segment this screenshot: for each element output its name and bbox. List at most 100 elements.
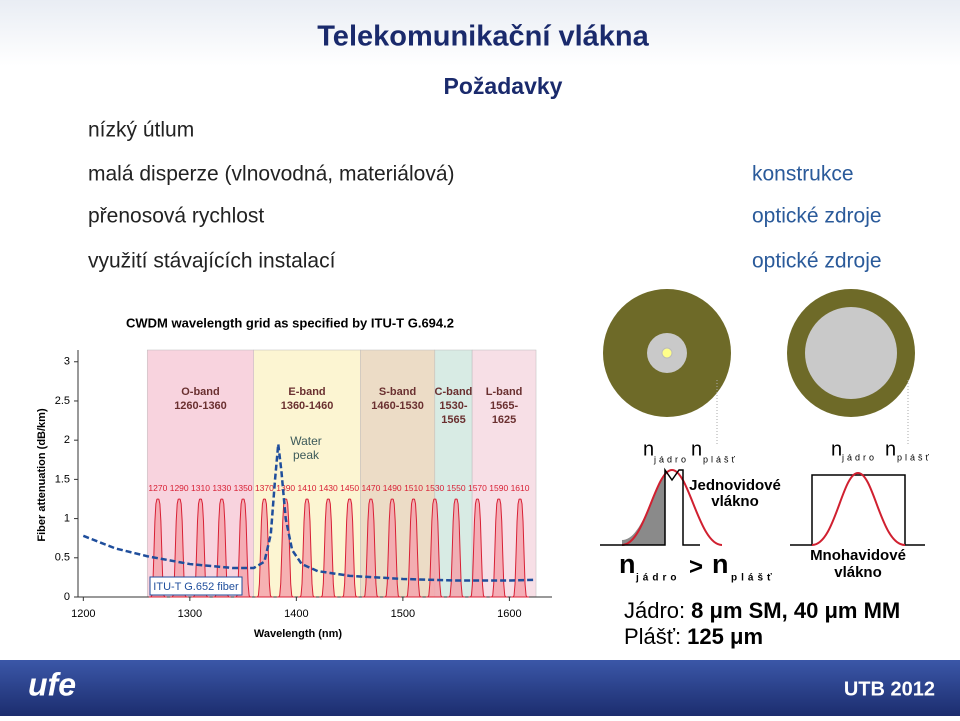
x-tick-label: 1400: [284, 608, 308, 620]
channel: [383, 498, 402, 598]
band-name: C-band: [435, 386, 473, 398]
x-tick-label: 1600: [497, 608, 521, 620]
channel-label: 1530: [425, 483, 444, 493]
n-core: n: [831, 438, 842, 460]
channel-label: 1310: [191, 483, 210, 493]
n-clad: n: [712, 549, 729, 579]
profile-fill: [622, 472, 665, 545]
y-tick-label: 0: [64, 591, 70, 603]
channel-label: 1610: [511, 483, 530, 493]
channel: [404, 498, 423, 598]
dim-label: Plášť:: [624, 624, 681, 649]
fiber-sections: [603, 289, 915, 445]
core-sub: jádro: [635, 573, 680, 584]
n-clad: n: [691, 438, 702, 460]
x-tick-label: 1300: [178, 608, 202, 620]
mode-curve: [811, 471, 906, 546]
dimension: Jádro: 8 μm SM, 40 μm MM: [624, 598, 900, 623]
step-profile: [600, 467, 723, 546]
requirement: nízký útlum: [88, 119, 194, 142]
core: [661, 347, 673, 359]
channel: [468, 498, 487, 598]
y-tick-label: 2: [64, 434, 70, 446]
channel-label: 1270: [148, 483, 167, 493]
band-range: 1360-1460: [281, 400, 334, 412]
attenuation-curve: [82, 443, 537, 582]
requirements: nízký útlum malá disperze (vlnovodná, mat…: [88, 119, 455, 273]
channel-label: 1410: [298, 483, 317, 493]
core-sub: jádro: [653, 454, 689, 464]
n-core: n: [643, 438, 654, 460]
n-clad: n: [885, 438, 896, 460]
fiber-name: vlákno: [711, 493, 759, 510]
y-tick-label: 3: [64, 356, 70, 368]
channel: [511, 498, 530, 598]
channel-label: 1590: [489, 483, 508, 493]
channel: [489, 498, 508, 598]
band-name: E-band: [288, 386, 325, 398]
factor: konstrukce: [752, 163, 854, 186]
channel: [276, 498, 295, 598]
requirement: využití stávajících instalací: [88, 250, 336, 273]
core-sub: jádro: [841, 452, 877, 462]
band: [471, 349, 537, 598]
chart-title: CWDM wavelength grid as specified by ITU…: [126, 315, 454, 330]
channel-label: 1450: [340, 483, 359, 493]
x-label: Wavelength (nm): [254, 628, 343, 640]
annotation: Water: [290, 434, 322, 448]
y-tick-label: 1.5: [55, 473, 70, 485]
channel-label: 1550: [447, 483, 466, 493]
n-core: n: [619, 549, 636, 579]
graded-profile: [790, 471, 925, 546]
channel: [447, 498, 466, 598]
cwdm-chart: CWDM wavelength grid as specified by ITU…: [36, 315, 552, 640]
dim-value: 125 μm: [687, 624, 763, 649]
fiber-name: Mnohavidové: [810, 547, 906, 564]
channel: [255, 498, 274, 598]
mode-curve: [621, 468, 723, 546]
channel-label: 1390: [276, 483, 295, 493]
band-range: 1460-1530: [371, 400, 424, 412]
footer-band: [0, 660, 960, 716]
requirement: přenosová rychlost: [88, 205, 264, 228]
y-label: Fiber attenuation (dB/km): [36, 408, 48, 542]
band-name: S-band: [379, 386, 416, 398]
subtitle: Požadavky: [444, 73, 563, 99]
fiber-name: Jednovidové: [689, 477, 781, 494]
band-range: 1565: [441, 414, 465, 426]
channel-label: 1470: [361, 483, 380, 493]
channel-label: 1430: [319, 483, 338, 493]
title: Telekomunikační vlákna: [317, 21, 649, 53]
channel-label: 1570: [468, 483, 487, 493]
x-tick-label: 1200: [71, 608, 95, 620]
y-tick-label: 2.5: [55, 395, 70, 407]
band-range: 1625: [492, 414, 516, 426]
requirement: malá disperze (vlnovodná, materiálová): [88, 163, 455, 186]
channel-label: 1350: [234, 483, 253, 493]
operator: >: [689, 553, 703, 580]
dimension: Plášť: 125 μm: [624, 624, 763, 649]
channel-label: 1330: [212, 483, 231, 493]
y-tick-label: 0.5: [55, 552, 70, 564]
channel-label: 1510: [404, 483, 423, 493]
fiber-label: ITU-T G.652 fiber: [153, 581, 239, 593]
channel-label: 1490: [383, 483, 402, 493]
footer-text: UTB 2012: [844, 678, 935, 700]
annotation: peak: [293, 448, 320, 462]
channel-label: 1290: [170, 483, 189, 493]
index-box: [790, 474, 925, 546]
factors: konstrukce optické zdroje optické zdroje: [752, 163, 882, 273]
header-band: [0, 0, 960, 66]
channel: [340, 498, 359, 598]
band-range: 1530-: [439, 400, 467, 412]
dim-label: Jádro:: [624, 598, 685, 623]
fiber-label-box: [149, 576, 243, 596]
clad-sub: plášť: [703, 454, 738, 464]
fiber-name: vlákno: [834, 564, 882, 581]
channel: [298, 498, 317, 598]
y-tick-label: 1: [64, 512, 70, 524]
channel: [425, 498, 444, 598]
factor: optické zdroje: [752, 250, 882, 273]
x-tick-label: 1500: [391, 608, 415, 620]
